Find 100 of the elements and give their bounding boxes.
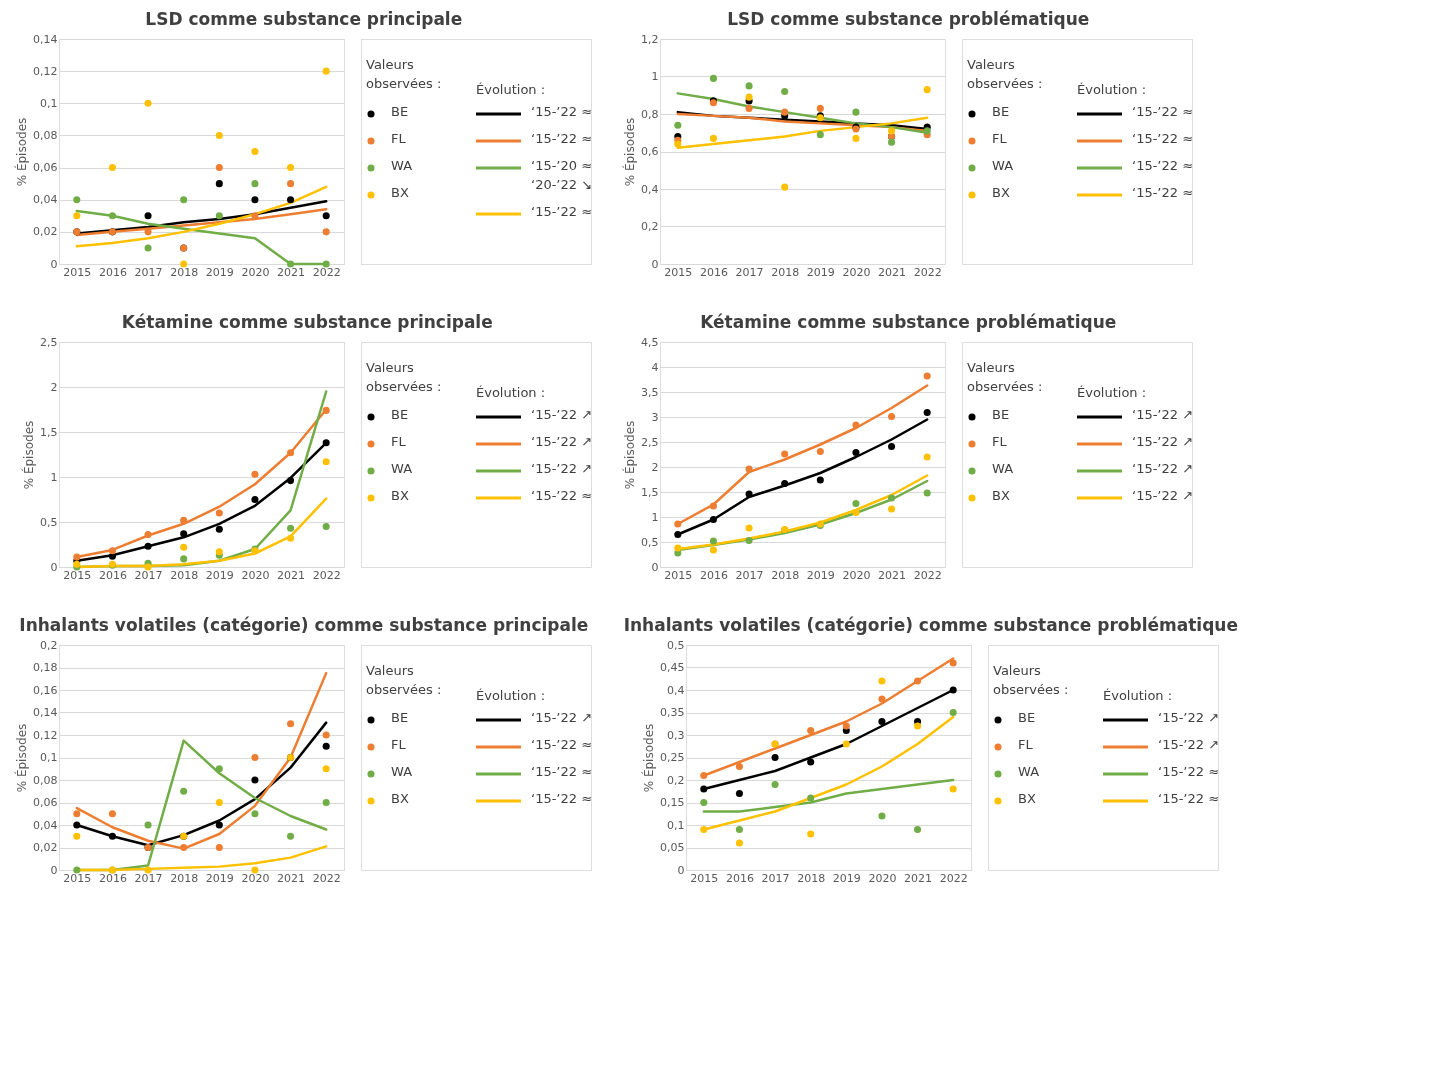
- y-tick-label: 0,1: [40, 96, 58, 110]
- legend-label: ‘15-’22 ↗: [1132, 488, 1194, 503]
- y-axis-title: % Épisodes: [641, 723, 657, 793]
- legend-label: ‘15-’22 ≈: [1158, 764, 1220, 779]
- x-tick-label: 2018: [170, 871, 199, 885]
- y-tick-label: 0,2: [40, 638, 58, 652]
- legend-label: ‘15-’22 ≈: [531, 764, 593, 779]
- chart-title: Inhalants volatiles (catégorie) comme substance principale: [19, 614, 589, 635]
- legend-label: ‘15-’22 ≈: [531, 204, 593, 219]
- y-tick-label: 0,12: [33, 728, 58, 742]
- x-tick-label: 2015: [690, 871, 719, 885]
- x-tick-label: 2021: [277, 871, 306, 885]
- text: Évolution :: [476, 82, 546, 97]
- x-tick-label: 2021: [904, 871, 933, 885]
- x-tick-label: 2018: [771, 265, 800, 279]
- x-tick-label: 2021: [878, 265, 907, 279]
- y-tick-label: 0,05: [660, 841, 685, 854]
- x-tick-label: 2019: [806, 568, 835, 582]
- x-tick-label: 2020: [241, 265, 270, 279]
- legend-title: Valeurs observées :: [366, 360, 442, 394]
- x-tick-label: 2016: [699, 568, 728, 582]
- x-tick-label: 2016: [98, 871, 127, 885]
- legend-label: BX: [992, 488, 1010, 503]
- text: Évolution :: [1077, 385, 1147, 400]
- legend-label: WA: [992, 158, 1014, 173]
- chart-title: Inhalants volatiles (catégorie) comme substance problématique: [623, 614, 1238, 635]
- x-tick-label: 2022: [913, 568, 942, 582]
- legend-title: Valeurs observées :: [967, 57, 1043, 91]
- legend-label: WA: [391, 764, 413, 779]
- legend-label: ‘15-’22 ≈: [531, 737, 593, 752]
- legend-label: WA: [992, 461, 1014, 476]
- text: Évolution :: [1077, 82, 1147, 97]
- y-tick-label: 0: [50, 257, 58, 271]
- x-tick-label: 2021: [878, 568, 907, 582]
- y-tick-label: 0: [677, 863, 685, 877]
- legend-label: ‘15-’22 ≈: [531, 488, 593, 503]
- legend-label: WA: [1018, 764, 1040, 779]
- legend-label: BE: [391, 104, 409, 119]
- x-tick-label: 2017: [761, 871, 790, 885]
- y-tick-label: 0,06: [33, 161, 58, 175]
- legend-label: BE: [992, 104, 1010, 119]
- x-tick-label: 2015: [63, 568, 92, 582]
- chart-title: Kétamine comme substance problématique: [700, 311, 1117, 332]
- chart-title: Kétamine comme substance principale: [121, 311, 493, 332]
- chart-title: LSD comme substance principale: [145, 8, 463, 29]
- y-axis-title: % Épisodes: [622, 420, 638, 490]
- legend-label: WA: [391, 158, 413, 173]
- legend-label: BX: [391, 185, 409, 200]
- y-tick-label: 0: [651, 257, 659, 271]
- legend-label: ‘15-’22 ≈: [1132, 185, 1194, 200]
- y-tick-label: 0,06: [33, 796, 58, 809]
- legend-label: WA: [391, 461, 413, 476]
- y-tick-label: 0,45: [660, 661, 685, 674]
- x-tick-label: 2019: [205, 568, 234, 582]
- legend-label: BX: [1018, 791, 1036, 806]
- y-tick-label: 0,4: [667, 683, 685, 697]
- y-tick-label: 0,12: [33, 64, 58, 78]
- x-tick-label: 2017: [735, 568, 764, 582]
- y-axis-title: % Épisodes: [14, 117, 30, 187]
- legend-label: ‘15-’22 ↗: [1158, 710, 1220, 725]
- y-tick-label: 3,5: [641, 385, 659, 399]
- x-tick-label: 2020: [868, 871, 897, 885]
- y-tick-label: 0,2: [667, 773, 685, 787]
- text: Évolution :: [1103, 688, 1173, 703]
- y-tick-label: 2,5: [40, 335, 58, 349]
- legend-label: ‘15-’22 ↗: [531, 434, 593, 449]
- legend-label: FL: [992, 131, 1008, 146]
- y-tick-label: 0,5: [641, 535, 659, 549]
- y-tick-label: 0,08: [33, 128, 58, 142]
- y-tick-label: 1: [651, 70, 659, 83]
- x-tick-label: 2019: [832, 871, 861, 885]
- x-tick-label: 2016: [98, 568, 127, 582]
- y-tick-label: 4,5: [641, 335, 659, 349]
- y-tick-label: 2: [50, 380, 58, 394]
- legend-label: ‘15-’20 ≈ ‘20-’22 ↘: [531, 158, 593, 192]
- y-tick-label: 3: [651, 410, 659, 424]
- y-tick-label: 0: [50, 863, 58, 877]
- y-tick-label: 0,15: [660, 796, 685, 809]
- x-tick-label: 2016: [699, 265, 728, 279]
- x-tick-label: 2020: [842, 265, 871, 279]
- x-tick-label: 2015: [63, 871, 92, 885]
- y-tick-label: 0,5: [667, 638, 685, 652]
- legend-label: BE: [1018, 710, 1036, 725]
- legend-label: ‘15-’22 ≈: [1132, 131, 1194, 146]
- y-tick-label: 0,6: [641, 145, 659, 158]
- x-tick-label: 2017: [134, 265, 163, 279]
- y-tick-label: 0,4: [641, 182, 659, 196]
- y-tick-label: 0,16: [33, 683, 58, 697]
- y-tick-label: 0,04: [33, 193, 58, 207]
- x-tick-label: 2020: [241, 568, 270, 582]
- x-tick-label: 2015: [664, 265, 693, 279]
- y-tick-label: 0,8: [641, 107, 659, 121]
- legend-label: BE: [992, 407, 1010, 422]
- x-tick-label: 2022: [913, 265, 942, 279]
- legend-label: ‘15-’22 ≈: [531, 791, 593, 806]
- legend-label: ‘15-’22 ≈: [1132, 104, 1194, 119]
- y-tick-label: 0,1: [40, 751, 58, 764]
- y-tick-label: 1: [50, 470, 58, 484]
- legend-title: Valeurs observées :: [366, 57, 442, 91]
- text: Évolution :: [476, 688, 546, 703]
